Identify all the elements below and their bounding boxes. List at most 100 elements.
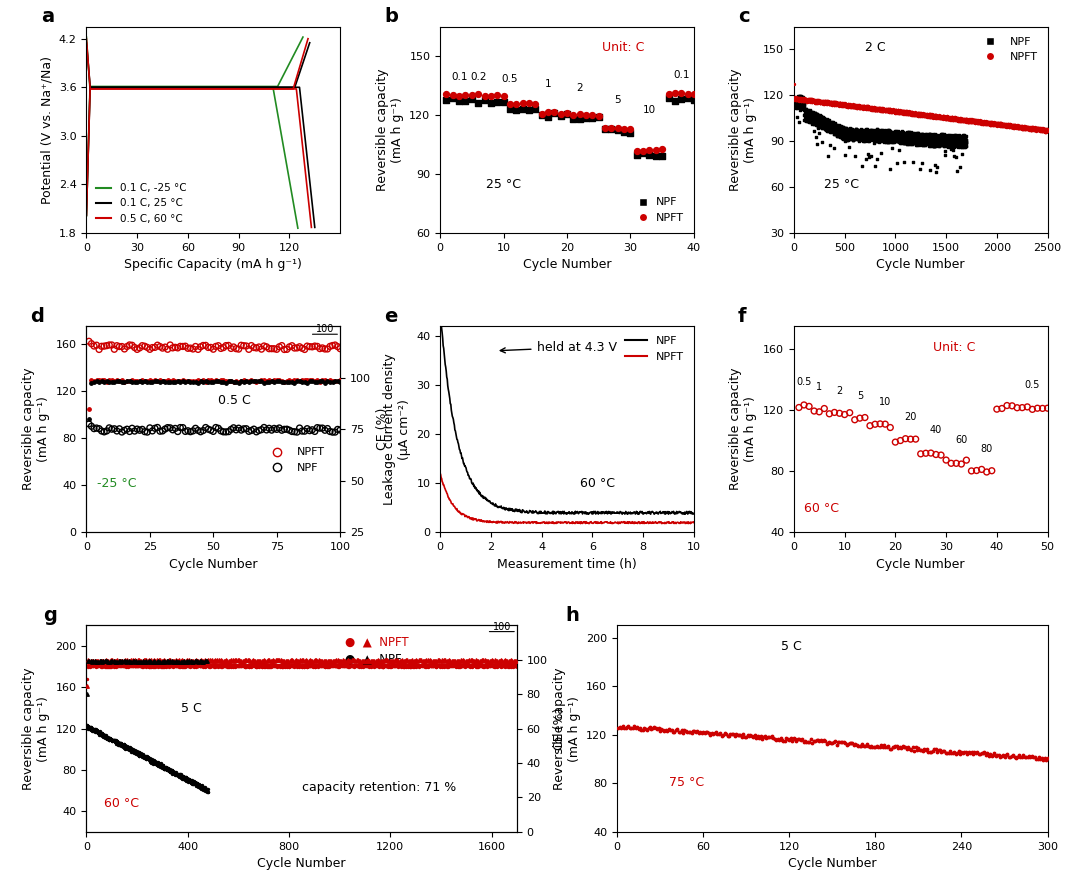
Point [861,102,878,116]
Point [791,115,808,129]
Point [961,115,978,129]
Point [820,116,837,130]
Point [195,658,213,673]
Point [940,139,957,153]
Point [390,659,407,673]
Point [89,655,106,669]
Point [421,658,438,672]
Point [332,342,349,356]
Point [968,464,985,478]
Point [946,136,963,150]
Point [268,422,285,436]
Point [897,105,915,119]
Point [93,339,110,353]
Point [162,420,179,435]
Point [934,109,951,123]
Point [988,119,1005,133]
Point [414,654,431,668]
Point [218,658,235,672]
Point [851,739,868,753]
Point [873,132,890,146]
Point [278,654,295,668]
Point [906,107,923,121]
Point [920,107,937,121]
Point [140,654,158,668]
Point [802,92,820,106]
Point [858,100,875,114]
Point [964,112,982,127]
Point [92,727,109,742]
Point [170,769,187,783]
Point [987,118,1004,132]
Point [760,729,778,743]
Point [138,658,156,672]
Point [404,659,421,673]
Point [859,99,876,113]
Point [920,108,937,122]
Point [146,658,163,673]
Point [324,658,341,673]
Point [876,102,893,116]
Point [243,658,260,673]
Point [698,726,715,740]
Point [959,113,976,127]
Point [827,97,845,112]
Point [937,112,955,126]
Point [818,736,835,750]
Point [900,106,917,120]
Point [132,659,149,673]
Point [811,94,828,108]
Point [291,659,308,673]
Point [1038,753,1055,767]
Point [997,117,1014,131]
Point [866,127,883,141]
Point [230,658,247,672]
Point [122,743,139,757]
Point [977,114,995,128]
Point [848,128,865,142]
Point [824,118,841,132]
Point [103,422,120,436]
Point [808,93,825,107]
Point [199,658,216,673]
Point [846,99,863,113]
Point [302,658,320,672]
Point [175,654,192,668]
Point [90,658,107,672]
Point [280,658,297,672]
Point [103,338,120,352]
Point [935,129,953,143]
Point [629,148,646,162]
Point [977,116,995,130]
Point [829,96,847,110]
Point [954,131,971,145]
Point [894,104,912,119]
Point [910,128,928,142]
Point [891,104,908,118]
Point [98,654,116,668]
Point [468,658,485,673]
Point [892,135,909,150]
Point [826,142,843,156]
Point [918,107,935,121]
Point [867,103,885,117]
Point [946,745,963,759]
Point [951,113,969,127]
Point [241,658,258,672]
Point [797,92,814,106]
Point [367,654,384,668]
Point [899,105,916,119]
Point [791,732,808,746]
Point [843,130,861,144]
Point [797,113,814,127]
Point [453,659,470,673]
Point [157,759,174,773]
Point [247,658,265,672]
Point [345,659,362,673]
Point [883,126,901,140]
Point [264,342,281,356]
Point [945,111,962,125]
Point [987,118,1004,132]
Point [967,115,984,129]
Point [213,659,230,673]
